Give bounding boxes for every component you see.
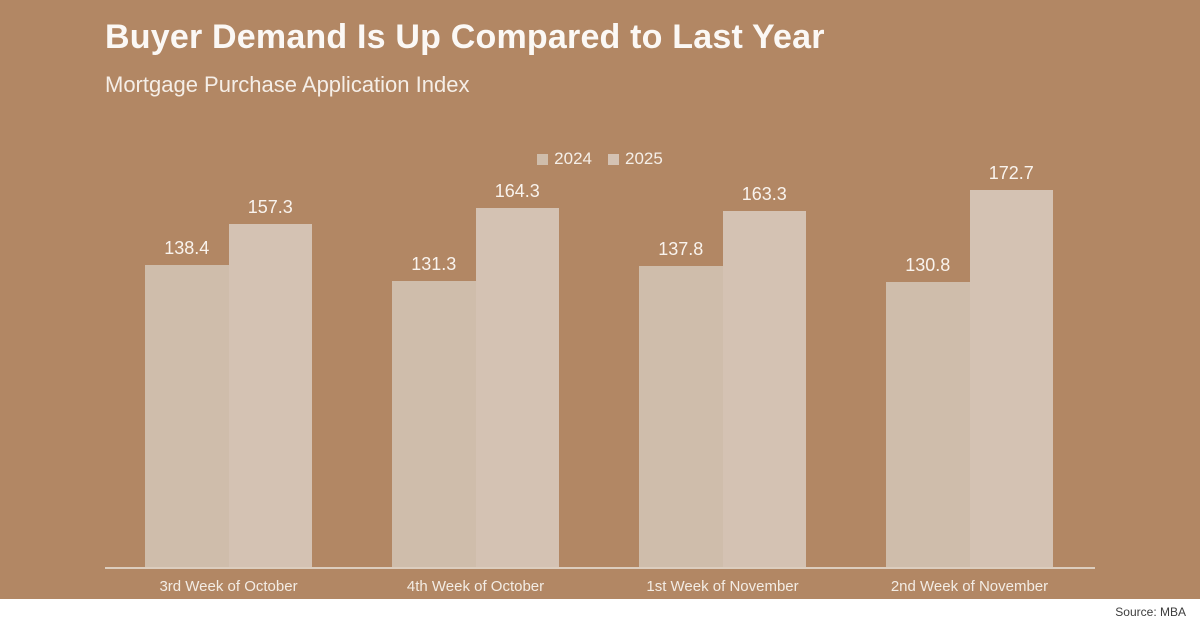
bar-value-label: 163.3 [741,183,787,204]
legend-item-2024: 2024 [537,149,592,169]
category-label: 1st Week of November [646,578,799,595]
bar-value-label: 164.3 [494,181,540,202]
bar-value-label: 172.7 [988,163,1034,183]
bar-2024-1: 138.4 [145,238,229,568]
legend-item-2025: 2025 [608,149,663,169]
bar-2024-3: 137.8 [639,239,723,568]
legend-swatch-2024 [537,153,549,165]
x-axis-line [105,567,1095,569]
bar-value-label: 137.8 [658,239,704,260]
legend-swatch-2025 [608,153,619,165]
bar-value-label: 138.4 [164,238,210,259]
source-text: Source: MBA [1115,605,1186,619]
plot-area: 138.4 157.3 3rd Week of October 131.3 164.3 4… [105,163,1095,595]
chart-title: Buyer Demand Is Up Compared to Last Year [105,18,825,56]
legend-label: 2025 [625,149,663,168]
bar-group-1: 138.4 157.3 3rd Week of October [145,190,312,595]
source-bar: Source: MBA [0,599,1200,625]
bar-value-label: 130.8 [905,254,951,275]
legend-label: 2024 [554,149,592,168]
bar-2025-4: 172.7 [969,163,1053,568]
category-label: 2nd Week of November [890,578,1049,595]
bar-2024-4: 130.8 [886,255,970,568]
bar-2025-1: 157.3 [228,197,312,568]
chart-legend: 2024 2025 [0,149,1200,169]
bar-value-label: 157.3 [247,196,293,217]
bar-2024-2: 131.3 [392,254,476,568]
bar-2025-3: 163.3 [722,184,806,568]
bar-group-4: 130.8 172.7 2nd Week of November [886,163,1053,595]
bar-2025-2: 164.3 [475,181,559,568]
chart-subtitle: Mortgage Purchase Application Index [105,72,470,97]
category-label: 3rd Week of October [159,578,298,595]
bar-group-3: 137.8 163.3 1st Week of November [639,184,806,595]
bar-value-label: 131.3 [411,253,457,274]
bar-group-2: 131.3 164.3 4th Week of October [392,181,559,595]
category-label: 4th Week of October [406,578,545,595]
